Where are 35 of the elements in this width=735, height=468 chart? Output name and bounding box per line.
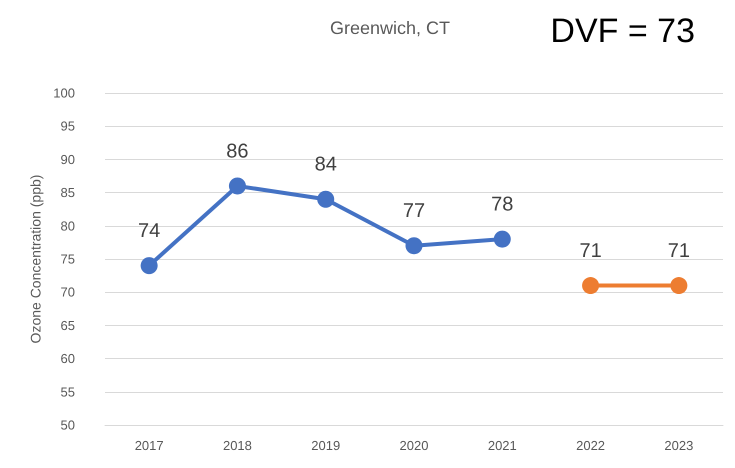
y-tick-label: 50 [60, 418, 75, 432]
data-label: 84 [314, 154, 337, 176]
x-tick-label: 2019 [311, 438, 340, 453]
y-tick-label: 90 [60, 152, 75, 167]
data-label: 77 [402, 200, 426, 222]
data-label: 86 [226, 140, 249, 162]
x-tick-label: 2018 [222, 438, 252, 453]
x-tick-label: 2023 [664, 438, 694, 453]
x-tick-label: 2017 [134, 438, 164, 453]
y-tick-label: 70 [60, 284, 75, 300]
data-label: 74 [138, 220, 160, 242]
y-tick-label: 95 [60, 118, 75, 134]
point [317, 190, 334, 208]
x-tick-label: 2020 [400, 438, 428, 453]
chart-title: Greenwich, CT [330, 18, 450, 38]
point [582, 277, 600, 294]
y-tick-label: 100 [53, 86, 75, 100]
point [494, 230, 511, 248]
x-tick-label: 2021 [488, 438, 517, 453]
x-tick-label: 2022 [576, 438, 606, 453]
data-label: 71 [579, 240, 602, 262]
y-tick-label: 55 [60, 384, 75, 400]
point [406, 237, 422, 254]
point [228, 177, 246, 194]
y-tick-label: 80 [60, 218, 75, 234]
point [670, 277, 688, 294]
y-axis-title: Ozone Concentration (ppb) [27, 174, 44, 344]
point [140, 257, 158, 274]
y-tick-label: 75 [60, 252, 75, 266]
data-label: 78 [491, 194, 514, 216]
text: DVF = 73 [550, 12, 696, 50]
y-tick-label: 60 [60, 351, 75, 366]
y-tick-label: 85 [60, 185, 75, 200]
y-tick-label: 65 [60, 318, 75, 333]
data-label: 71 [668, 240, 690, 262]
